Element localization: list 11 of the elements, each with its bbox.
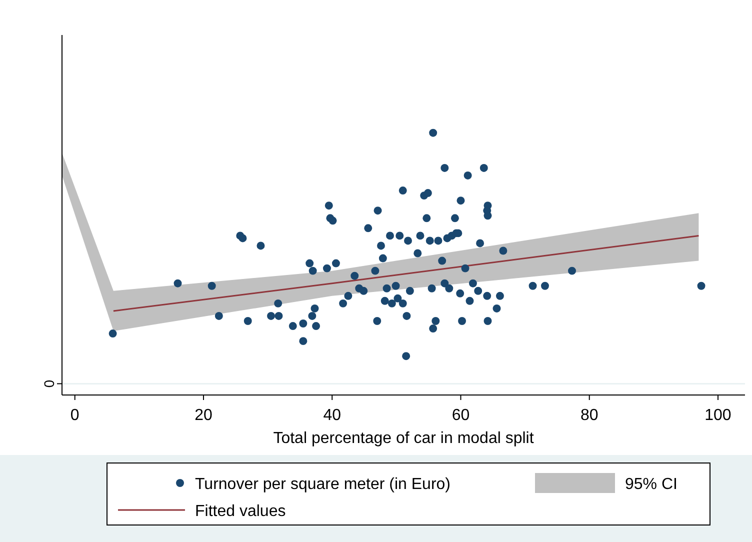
x-tick-label: 0 bbox=[70, 407, 80, 424]
x-tick-label: 40 bbox=[323, 407, 342, 424]
text: 95% CI bbox=[625, 476, 678, 493]
x-axis-title: Total percentage of car in modal split bbox=[273, 430, 534, 447]
x-tick-label: 20 bbox=[194, 407, 212, 424]
x-tick-label: 100 bbox=[704, 407, 732, 424]
x-tick-label: 60 bbox=[452, 407, 470, 424]
legend-label: Turnover per square meter (in Euro) bbox=[195, 476, 451, 493]
x-tick-label: 80 bbox=[580, 407, 598, 424]
legend-label: Fitted values bbox=[195, 503, 286, 520]
text: 0 bbox=[41, 380, 57, 388]
